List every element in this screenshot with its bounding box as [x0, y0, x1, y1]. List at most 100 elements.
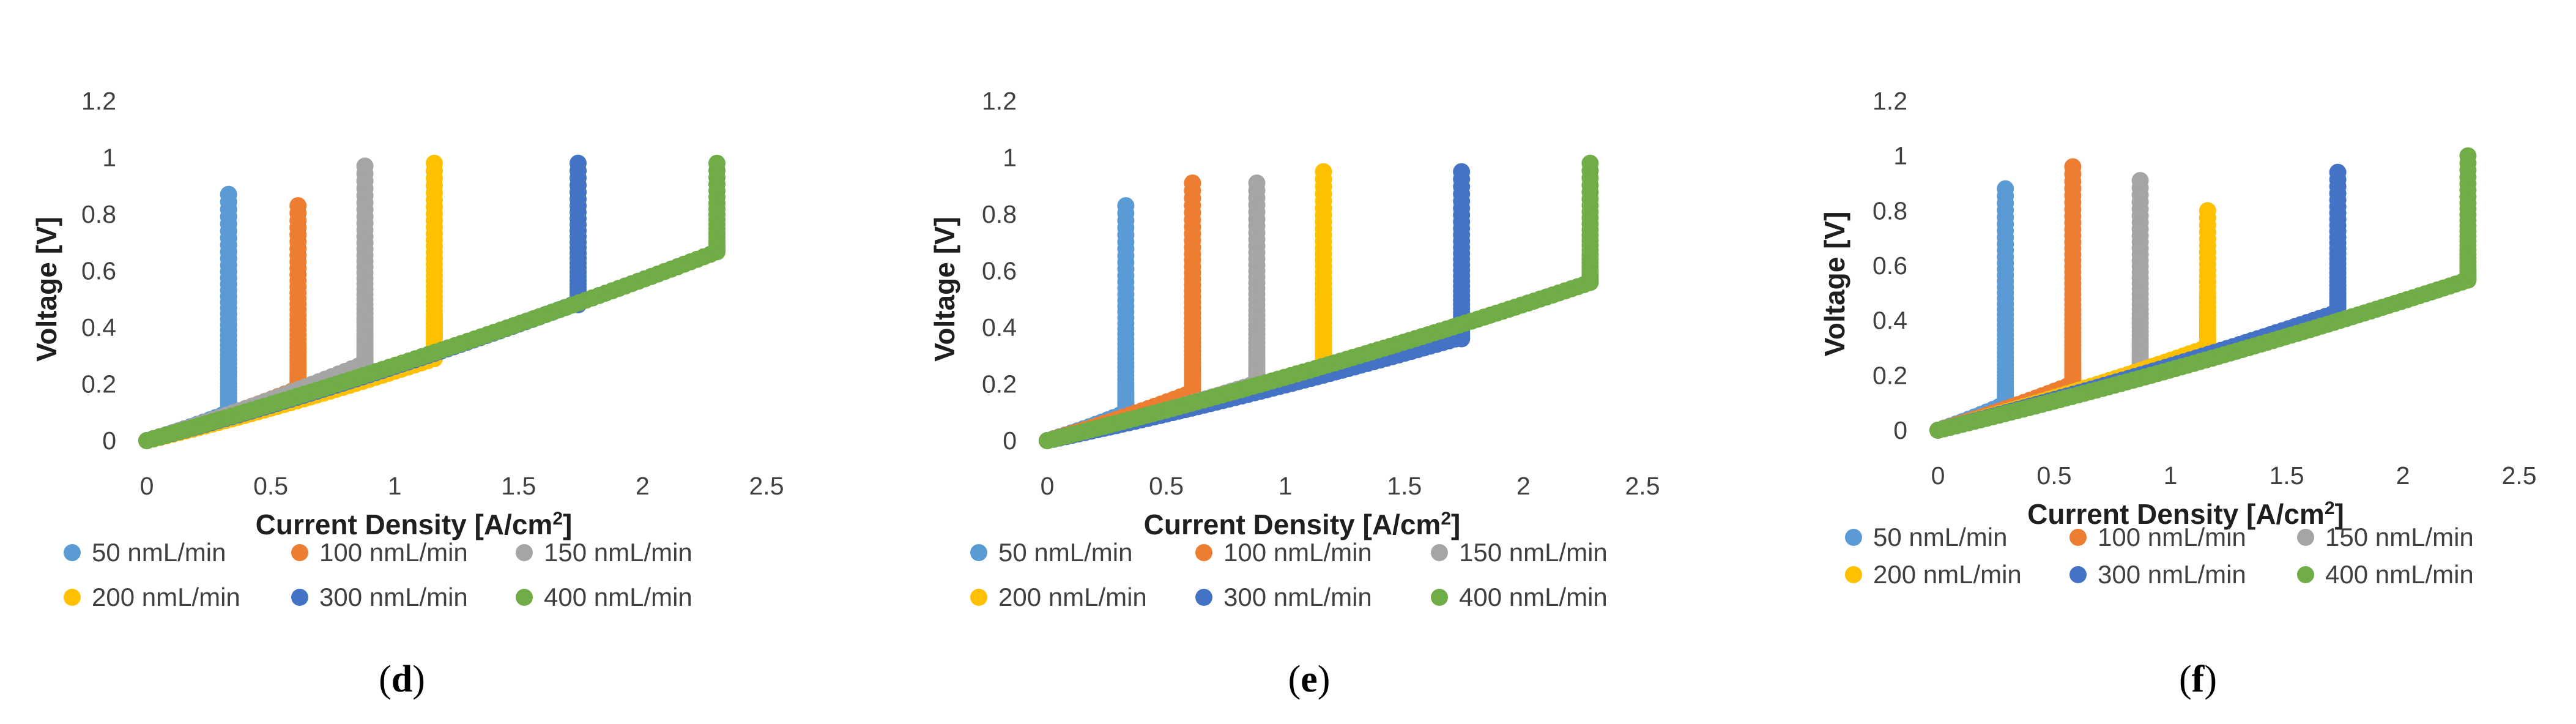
legend-marker: [1195, 544, 1212, 561]
legend-marker: [516, 544, 533, 561]
legend-label: 100 nmL/min: [1223, 538, 1372, 567]
legend-label: 400 nmL/min: [1459, 583, 1608, 611]
x-tick-label: 2: [1516, 472, 1531, 500]
y-tick-label: 0.4: [81, 313, 116, 341]
legend-marker: [1431, 544, 1448, 561]
data-point: [708, 154, 726, 172]
x-axis-title: Current Density [A/cm2]: [256, 509, 573, 540]
legend-label: 100 nmL/min: [2098, 523, 2246, 551]
x-tick-label: 2.5: [2502, 461, 2537, 490]
legend-entry: 300 nmL/min: [291, 583, 468, 611]
data-point: [1184, 174, 1201, 192]
x-tick-label: 0.5: [253, 472, 288, 500]
legend-marker: [1845, 529, 1862, 546]
legend-marker: [2069, 529, 2087, 546]
plot-area: [1929, 147, 2477, 439]
y-axis-title: Voltage [V]: [929, 217, 960, 362]
data-point: [2131, 172, 2149, 189]
legend-label: 150 nmL/min: [2325, 523, 2474, 551]
x-tick-label: 1.5: [2270, 461, 2304, 490]
x-tick-label: 0.5: [1149, 472, 1184, 500]
data-point: [2199, 202, 2216, 220]
legend-label: 150 nmL/min: [544, 538, 692, 567]
x-axis-title: Current Density [A/cm2]: [1144, 509, 1461, 540]
legend-entry: 150 nmL/min: [2297, 523, 2474, 551]
legend-label: 300 nmL/min: [2098, 560, 2246, 589]
data-point: [1453, 163, 1471, 181]
legend-marker: [2297, 566, 2314, 583]
y-tick-label: 0.2: [982, 370, 1017, 398]
legend-entry: 100 nmL/min: [2069, 523, 2246, 551]
legend-label: 150 nmL/min: [1459, 538, 1608, 567]
data-point: [289, 197, 307, 215]
x-tick-label: 1: [2164, 461, 2178, 490]
y-tick-label: 0.6: [81, 257, 116, 285]
y-tick-label: 0.2: [1873, 361, 1907, 389]
y-tick-label: 0.6: [1873, 252, 1907, 280]
legend-marker: [1431, 589, 1448, 606]
y-tick-label: 0.2: [81, 370, 116, 398]
y-tick-label: 1: [1003, 144, 1017, 172]
y-axis-title: Voltage [V]: [1819, 212, 1850, 357]
data-point: [1248, 174, 1266, 192]
legend-label: 200 nmL/min: [92, 583, 240, 611]
y-tick-label: 0.4: [1873, 307, 1907, 335]
data-point: [426, 154, 443, 172]
chart-panel-d: 0 0.5 1 1.5 2 2.5 0 0.2 0.4 0.6 0.8 1 1.2 Current Den…: [31, 87, 784, 700]
legend-entry: 400 nmL/min: [516, 583, 692, 611]
series-400: [1039, 154, 1599, 449]
y-tick-label: 0.8: [81, 200, 116, 228]
legend-marker: [2069, 566, 2087, 583]
legend-label: 50 nmL/min: [998, 538, 1132, 567]
legend-label: 400 nmL/min: [2325, 560, 2474, 589]
x-tick-label: 0: [1041, 472, 1055, 500]
legend-marker: [64, 589, 81, 606]
legend-entry: 300 nmL/min: [2069, 560, 2246, 589]
x-tick-label: 1: [388, 472, 402, 500]
legend-entry: 150 nmL/min: [1431, 538, 1608, 567]
legend-entry: 200 nmL/min: [64, 583, 240, 611]
legend-marker: [970, 544, 987, 561]
data-point: [356, 157, 374, 175]
series-400: [138, 154, 726, 449]
panel-label: (f): [2179, 659, 2217, 700]
x-tick-label: 2: [2396, 461, 2410, 490]
legend-entry: 50 nmL/min: [1845, 523, 2007, 551]
data-point: [2064, 158, 2082, 176]
series-50: [1039, 197, 1135, 449]
legend-marker: [970, 589, 987, 606]
data-point: [2459, 147, 2477, 165]
x-tick-label: 0.5: [2037, 461, 2072, 490]
plot-area: [138, 154, 726, 449]
plot-area: [1039, 154, 1599, 449]
y-tick-label: 1.2: [81, 87, 116, 115]
legend-label: 200 nmL/min: [1873, 560, 2022, 589]
y-tick-label: 1: [102, 144, 116, 172]
y-tick-label: 0: [102, 427, 116, 455]
legend-entry: 50 nmL/min: [64, 538, 226, 567]
data-point: [570, 154, 587, 172]
data-point: [1581, 154, 1599, 172]
legend-marker: [516, 589, 533, 606]
legend-entry: 100 nmL/min: [1195, 538, 1372, 567]
x-tick-label: 1.5: [501, 472, 536, 500]
x-axis-title: Current Density [A/cm2]: [2027, 498, 2344, 530]
x-tick-label: 0: [140, 472, 154, 500]
legend-label: 400 nmL/min: [544, 583, 692, 611]
y-tick-label: 0.8: [982, 200, 1017, 228]
y-tick-label: 0: [1003, 427, 1017, 455]
legend-label: 300 nmL/min: [319, 583, 468, 611]
data-point: [220, 185, 237, 203]
legend-marker: [2297, 529, 2314, 546]
x-tick-label: 2.5: [749, 472, 784, 500]
y-tick-label: 1.2: [982, 87, 1017, 115]
y-tick-label: 0.8: [1873, 196, 1907, 225]
legend-marker: [64, 544, 81, 561]
legend-entry: 300 nmL/min: [1195, 583, 1372, 611]
y-axis-title: Voltage [V]: [31, 217, 62, 362]
data-point: [1117, 197, 1135, 215]
x-tick-label: 1: [1279, 472, 1293, 500]
legend-label: 100 nmL/min: [319, 538, 468, 567]
legend-label: 200 nmL/min: [998, 583, 1147, 611]
chart-panel-f: 0 0.5 1 1.5 2 2.5 0 0.2 0.4 0.6 0.8 1 1.2 Current Den…: [1819, 87, 2537, 700]
